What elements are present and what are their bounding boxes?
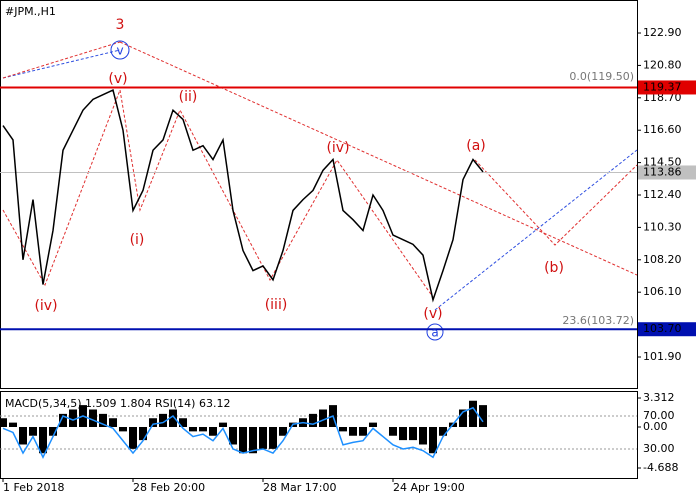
wave-label: (ii) bbox=[179, 89, 198, 105]
fib-label: 0.0(119.50) bbox=[569, 70, 634, 83]
wave-label: a bbox=[431, 326, 438, 340]
macd-bar bbox=[369, 422, 377, 427]
y-tick-label: 116.60 bbox=[643, 123, 682, 136]
macd-bar bbox=[199, 426, 207, 432]
macd-bar bbox=[19, 426, 27, 445]
macd-bar bbox=[349, 426, 357, 436]
wave-label: (iv) bbox=[326, 140, 349, 156]
wave-line bbox=[2, 89, 121, 287]
macd-bar bbox=[279, 426, 287, 436]
macd-bar bbox=[59, 413, 67, 427]
level-label: 119.37 bbox=[643, 80, 682, 93]
sub-frame bbox=[0, 391, 638, 479]
macd-bar bbox=[189, 426, 197, 432]
main-frame bbox=[0, 0, 638, 389]
wave-label: (iv) bbox=[34, 298, 57, 314]
x-tick-label: 28 Mar 17:00 bbox=[263, 481, 336, 494]
wave-label: (v) bbox=[108, 71, 127, 87]
wave-label: (v) bbox=[423, 306, 442, 322]
macd-bar bbox=[139, 426, 147, 441]
macd-bar bbox=[229, 426, 237, 445]
macd-bar bbox=[99, 413, 107, 427]
channel-line bbox=[434, 149, 638, 311]
macd-bar bbox=[219, 422, 227, 427]
macd-bar bbox=[259, 426, 267, 449]
y-tick-label: 108.20 bbox=[643, 253, 682, 266]
x-tick-label: 1 Feb 2018 bbox=[3, 481, 64, 494]
macd-bar bbox=[459, 409, 467, 427]
main-title: #JPM.,H1 bbox=[5, 5, 56, 18]
y2-tick-label: 70.00 bbox=[643, 409, 675, 422]
macd-bar bbox=[49, 426, 57, 436]
macd-bar bbox=[249, 426, 257, 454]
wave-label: 3 bbox=[116, 17, 125, 33]
y-tick-label: -4.688 bbox=[643, 461, 678, 474]
x-tick-label: 24 Apr 19:00 bbox=[393, 481, 465, 494]
forecast-line bbox=[474, 159, 638, 246]
macd-bar bbox=[129, 426, 137, 449]
macd-bar bbox=[109, 418, 117, 427]
macd-bar bbox=[479, 405, 487, 427]
wave-label: (iii) bbox=[265, 297, 288, 313]
macd-bar bbox=[469, 400, 477, 427]
macd-bar bbox=[409, 426, 417, 441]
macd-bar bbox=[239, 426, 247, 454]
macd-bar bbox=[89, 409, 97, 427]
macd-bar bbox=[119, 426, 127, 432]
x-tick-label: 28 Feb 20:00 bbox=[133, 481, 205, 494]
macd-bar bbox=[439, 426, 447, 436]
macd-bar bbox=[69, 409, 77, 427]
y-tick-label: 0.00 bbox=[643, 420, 668, 433]
indicator-title: MACD(5,34,5) 1.509 1.804 RSI(14) 63.12 bbox=[5, 397, 230, 410]
rsi-line bbox=[2, 406, 484, 459]
level-box bbox=[638, 80, 696, 95]
y-tick-label: 3.312 bbox=[643, 391, 675, 404]
level-box bbox=[638, 322, 696, 337]
y-tick-label: 101.90 bbox=[643, 350, 682, 363]
y2-tick-label: 30.00 bbox=[643, 442, 675, 455]
y-tick-label: 106.10 bbox=[643, 285, 682, 298]
macd-bar bbox=[209, 426, 217, 436]
wave-circle bbox=[110, 40, 130, 60]
macd-bar bbox=[429, 426, 437, 454]
macd-bar bbox=[169, 409, 177, 427]
macd-bar bbox=[319, 409, 327, 427]
level-label: 113.86 bbox=[643, 165, 682, 178]
wave-label: v bbox=[116, 44, 123, 58]
wave-label: (a) bbox=[466, 138, 486, 154]
price-line bbox=[2, 89, 484, 303]
macd-bar bbox=[339, 426, 347, 432]
macd-bar bbox=[159, 413, 167, 427]
macd-bar bbox=[419, 426, 427, 445]
y-tick-label: 122.90 bbox=[643, 26, 682, 39]
y-tick-label: 110.30 bbox=[643, 220, 682, 233]
macd-bar bbox=[29, 426, 37, 436]
macd-bar bbox=[359, 426, 367, 436]
y-tick-label: 114.50 bbox=[643, 156, 682, 169]
wave-circle bbox=[426, 323, 444, 341]
wave-label: (b) bbox=[544, 260, 564, 276]
macd-bar bbox=[39, 426, 47, 454]
trend-line bbox=[119, 41, 638, 276]
level-label: 103.70 bbox=[643, 322, 682, 335]
macd-bar bbox=[269, 426, 277, 449]
macd-bar bbox=[309, 413, 317, 427]
macd-bar bbox=[9, 422, 17, 427]
macd-bar bbox=[399, 426, 407, 441]
y-tick-label: 112.40 bbox=[643, 188, 682, 201]
fib-label: 23.6(103.72) bbox=[562, 314, 634, 327]
wave-label: (i) bbox=[130, 232, 145, 248]
macd-bar bbox=[0, 418, 7, 427]
channel-line bbox=[2, 49, 121, 79]
trend-line bbox=[2, 41, 121, 79]
y-tick-label: 120.80 bbox=[643, 58, 682, 71]
wave-line bbox=[119, 89, 436, 301]
macd-bar bbox=[149, 418, 157, 427]
macd-bar bbox=[389, 426, 397, 436]
macd-bar bbox=[179, 418, 187, 427]
wave-lines bbox=[2, 41, 638, 311]
level-box bbox=[638, 165, 696, 180]
